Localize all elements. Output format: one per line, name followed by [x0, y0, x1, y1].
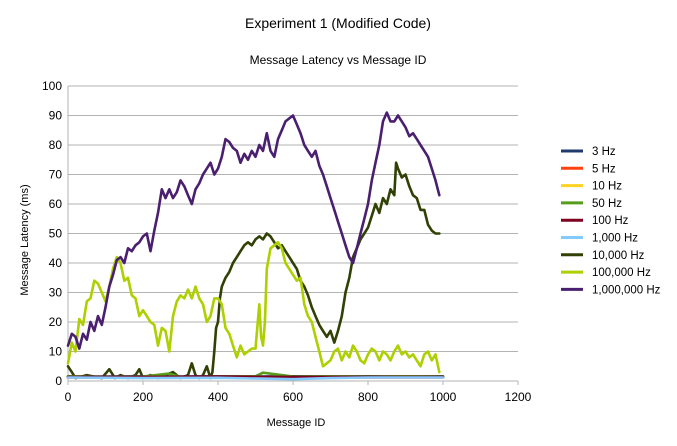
y-tick-label: 90: [49, 109, 63, 123]
x-tick-label: 1000: [430, 390, 457, 404]
chart-subtitle: Message Latency vs Message ID: [250, 53, 427, 67]
x-tick-label: 600: [283, 390, 303, 404]
x-tick-label: 200: [133, 390, 153, 404]
legend-label: 5 Hz: [592, 163, 616, 175]
y-tick-label: 60: [49, 197, 63, 211]
chart-title: Experiment 1 (Modified Code): [245, 15, 431, 31]
series-line-10-000-hz: [66, 161, 441, 380]
legend-label: 1,000,000 Hz: [592, 284, 661, 296]
legend-label: 10,000 Hz: [592, 250, 645, 262]
series-line-100-000-hz: [66, 241, 441, 374]
series-line-1-000-hz: [66, 376, 445, 381]
y-tick-label: 10: [49, 345, 63, 359]
gridlines: [68, 85, 518, 382]
legend-label: 10 Hz: [592, 181, 622, 193]
y-tick-label: 70: [49, 168, 63, 182]
x-axis-title: Message ID: [267, 417, 326, 429]
y-tick-label: 20: [49, 315, 63, 329]
x-tick-label: 1200: [505, 390, 532, 404]
y-tick-label: 40: [49, 256, 63, 270]
x-tick-label: 800: [358, 390, 378, 404]
series-lines: [66, 111, 445, 381]
legend: 3 Hz 5 Hz 10 Hz 50 Hz 100 Hz 1,000 Hz 10,000 H…: [561, 146, 661, 296]
y-tick-label: 80: [49, 138, 63, 152]
legend-label: 1,000 Hz: [592, 233, 638, 245]
legend-label: 100 Hz: [592, 215, 629, 227]
x-tick-label: 400: [208, 390, 228, 404]
legend-label: 50 Hz: [592, 198, 622, 210]
y-axis-title: Message Latency (ms): [19, 184, 31, 295]
y-tick-label: 30: [49, 286, 63, 300]
series-line-1-000-000-hz: [66, 111, 441, 350]
y-tick-label: 0: [55, 374, 62, 388]
y-tick-label: 50: [49, 227, 63, 241]
legend-label: 3 Hz: [592, 146, 616, 158]
x-tick-label: 0: [65, 390, 72, 404]
y-tick-label: 100: [42, 79, 62, 93]
legend-label: 100,000 Hz: [592, 267, 651, 279]
